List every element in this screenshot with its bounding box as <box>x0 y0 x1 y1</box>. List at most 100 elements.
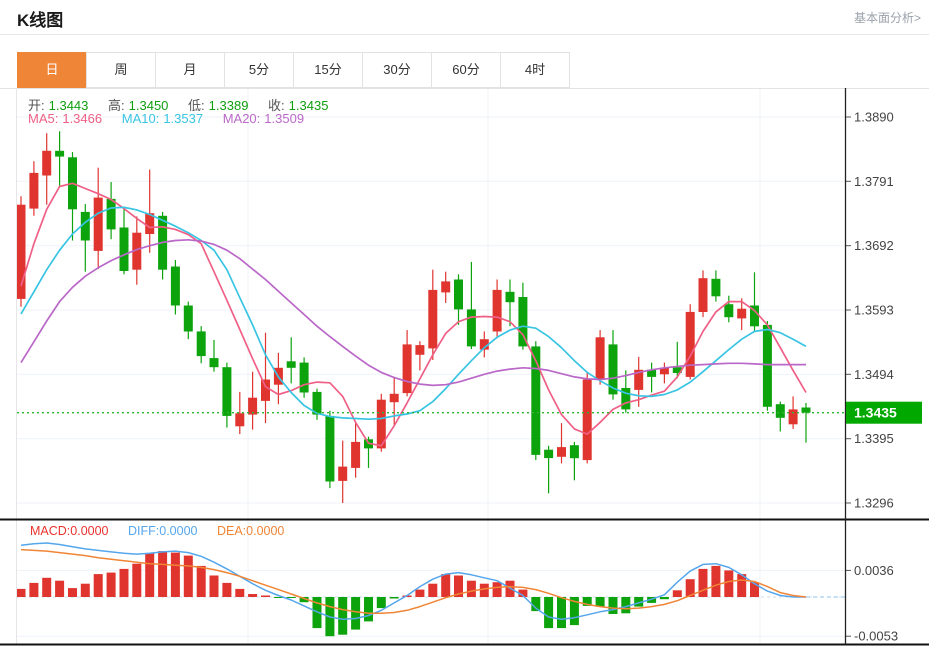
candle-body <box>55 150 65 157</box>
macd-bar <box>170 552 180 597</box>
candle-body <box>492 289 502 332</box>
candle-body <box>441 281 451 293</box>
candle-body <box>518 297 528 347</box>
macd-bar <box>68 588 77 597</box>
tab-day[interactable]: 日 <box>17 52 87 88</box>
macd-bar <box>569 597 579 626</box>
svg-text:1.3692: 1.3692 <box>854 238 894 253</box>
ma20-line <box>20 238 806 387</box>
macd-bar <box>389 597 399 599</box>
ma5-value: 1.3466 <box>62 111 103 126</box>
svg-text:1.3296: 1.3296 <box>854 496 894 511</box>
tab-15min[interactable]: 15分 <box>293 52 363 88</box>
diff-label: DIFF: <box>128 524 160 538</box>
macd-bar <box>80 583 90 597</box>
candle-body <box>338 466 348 481</box>
macd-bar <box>454 575 463 597</box>
candle-body <box>634 369 644 390</box>
ma5-line <box>20 182 807 447</box>
macd-bar <box>119 568 129 597</box>
dea-line <box>20 548 807 615</box>
diff-line <box>20 542 806 620</box>
svg-text:1.3593: 1.3593 <box>854 303 894 318</box>
candle-body <box>466 309 476 347</box>
tab-30min[interactable]: 30分 <box>362 52 432 88</box>
macd-bar <box>608 597 618 614</box>
macd-bar <box>286 597 296 598</box>
candles-layer <box>16 131 811 503</box>
svg-text:0.0036: 0.0036 <box>854 563 894 578</box>
svg-text:1.3494: 1.3494 <box>854 367 894 382</box>
tab-month[interactable]: 月 <box>155 52 225 88</box>
macd-bar <box>55 580 65 597</box>
macd-bar <box>595 597 605 607</box>
ma-legend: MA5: 1.3466 MA10: 1.3537 MA20: 1.3509 <box>28 111 308 126</box>
candle-body <box>132 232 142 270</box>
macd-label: MACD: <box>30 524 71 538</box>
candle-body <box>750 305 759 327</box>
ma10-label: MA10: <box>121 111 160 126</box>
macd-bar <box>196 565 206 597</box>
dea-value: 0.0000 <box>246 524 285 538</box>
macd-bar <box>672 590 682 597</box>
candle-body <box>261 379 270 401</box>
candle-body <box>93 197 103 251</box>
macd-bar <box>415 589 425 597</box>
ma20-value: 1.3509 <box>264 111 305 126</box>
candle-body <box>685 311 695 377</box>
macd-bar <box>235 588 245 597</box>
low-value: 1.3389 <box>208 98 249 113</box>
low-label: 低: <box>188 98 205 113</box>
high-value: 1.3450 <box>128 98 169 113</box>
period-tabs: 日周月 5分 15分 30分 60分 4时 <box>17 52 570 88</box>
macd-bar <box>248 594 258 597</box>
candle-body <box>672 367 682 373</box>
macd-bar <box>93 574 103 597</box>
svg-text:-0.0053: -0.0053 <box>854 629 898 644</box>
ohlc-legend: 开: 1.3443 高: 1.3450 低: 1.3389 收: 1.3435 <box>28 95 332 114</box>
candle-body <box>42 150 52 176</box>
macd-bar <box>724 570 734 597</box>
macd-bar <box>29 582 39 597</box>
svg-text:1.3890: 1.3890 <box>854 110 894 125</box>
tab-week[interactable]: 周 <box>86 52 156 88</box>
diff-value: 0.0000 <box>159 524 198 538</box>
candle-body <box>724 304 734 318</box>
candle-body <box>479 339 489 350</box>
macd-bar <box>466 580 476 597</box>
macd-bar <box>441 574 451 597</box>
tab-4hour[interactable]: 4时 <box>500 52 570 88</box>
candle-body <box>80 211 90 241</box>
candle-body <box>209 358 219 368</box>
macd-bar <box>711 565 721 597</box>
high-label: 高: <box>108 98 125 113</box>
ma5-label: MA5: <box>28 111 59 126</box>
tab-5min[interactable]: 5分 <box>224 52 294 88</box>
macd-bar <box>621 597 631 614</box>
candle-body <box>762 324 772 407</box>
candle-body <box>711 278 721 297</box>
candle-body <box>183 305 193 332</box>
candle-body <box>621 388 631 410</box>
candle-body <box>312 391 322 415</box>
fundamental-analysis-link[interactable]: 基本面分析> <box>853 11 921 25</box>
vertical-grid <box>247 88 761 644</box>
macd-bar <box>132 563 142 597</box>
macd-bar <box>351 597 361 630</box>
page-title: K线图 <box>17 11 64 30</box>
macd-bar <box>544 597 554 629</box>
candle-body <box>531 346 541 455</box>
candle-body <box>119 227 129 271</box>
candle-body <box>235 413 245 427</box>
candle-body <box>659 367 669 375</box>
candle-body <box>428 289 438 349</box>
tab-60min[interactable]: 60分 <box>431 52 501 88</box>
candle-body <box>647 369 657 377</box>
macd-bar <box>261 595 270 597</box>
candle-body <box>248 397 258 415</box>
macd-bar <box>106 572 116 597</box>
candle-body <box>389 393 399 403</box>
macd-bar <box>531 597 541 612</box>
